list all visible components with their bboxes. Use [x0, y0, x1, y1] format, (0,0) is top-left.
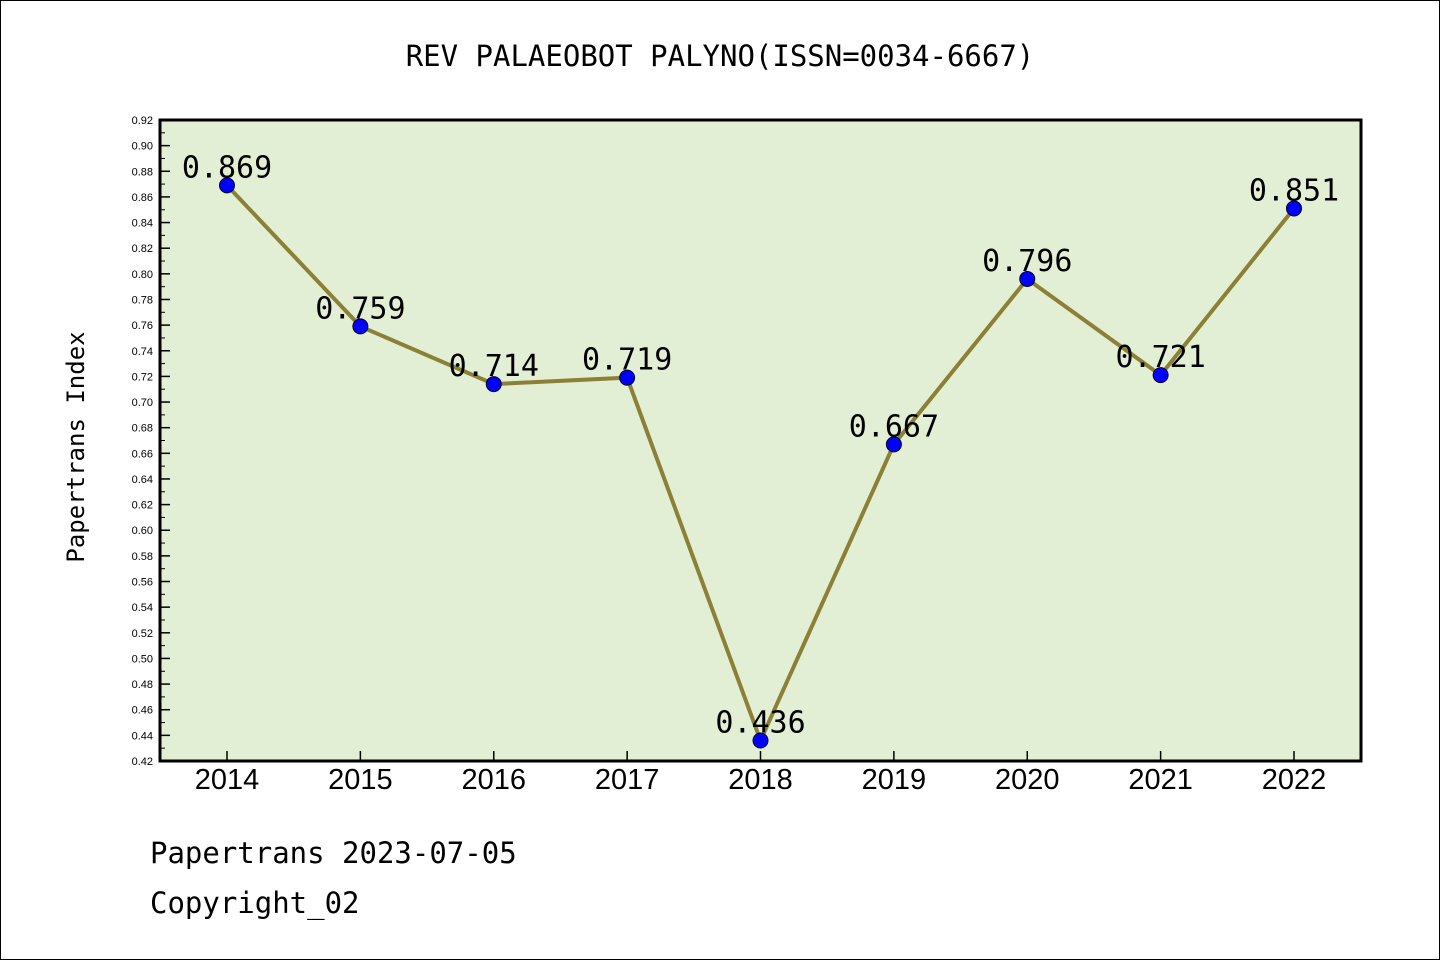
y-tick-label: 0.64: [132, 474, 153, 486]
y-tick-label: 0.62: [132, 500, 153, 512]
y-tick-label: 0.80: [132, 269, 153, 281]
y-axis-ticks: 0.42 0.44 0.46 0.48 0.50 0.52 0.54 0.56 0.58 0.60…: [132, 115, 170, 768]
y-tick-label: 0.82: [132, 243, 153, 255]
data-label: 0.667: [849, 409, 939, 444]
x-tick-label: 2014: [195, 764, 260, 796]
y-tick-label: 0.60: [132, 525, 153, 537]
y-tick-label: 0.70: [132, 397, 153, 409]
y-tick-label: 0.52: [132, 628, 153, 640]
data-point: [1286, 200, 1302, 217]
data-point: [885, 436, 902, 453]
data-point: [1152, 367, 1169, 384]
x-tick-label: 2018: [728, 764, 793, 796]
y-tick-label: 0.66: [132, 448, 153, 460]
y-tick-label: 0.86: [132, 192, 153, 204]
y-tick-label: 0.88: [132, 166, 153, 178]
data-label: 0.759: [315, 291, 405, 326]
data-point: [352, 318, 369, 335]
data-point: [1019, 270, 1036, 287]
data-point: [752, 732, 769, 749]
data-label: 0.721: [1115, 340, 1205, 375]
y-tick-label: 0.74: [132, 346, 153, 358]
x-tick-label: 2020: [995, 764, 1060, 796]
chart-title: REV PALAEOBOT PALYNO(ISSN=0034-6667): [406, 39, 1035, 73]
data-label: 0.436: [715, 705, 805, 740]
y-tick-label: 0.54: [132, 602, 153, 614]
x-tick-label: 2022: [1262, 764, 1327, 796]
x-axis-ticks: 2014 2015 2016 2017 2018 2019 2020 2021 2022: [195, 751, 1327, 796]
data-label: 0.851: [1249, 173, 1339, 208]
data-label: 0.869: [182, 150, 272, 185]
y-tick-label: 0.84: [132, 218, 153, 230]
data-points: [219, 177, 1302, 749]
y-tick-label: 0.58: [132, 551, 153, 563]
x-tick-label: 2015: [328, 764, 393, 796]
data-label: 0.796: [982, 244, 1072, 279]
y-tick-label: 0.90: [132, 141, 153, 153]
data-labels: 0.869 0.759 0.714 0.719 0.436 0.667 0.796 0.721…: [182, 150, 1339, 740]
y-axis-label: Papertrans Index: [62, 331, 90, 562]
y-tick-label: 0.42: [132, 756, 153, 768]
x-tick-label: 2021: [1128, 764, 1193, 796]
footer-copyright-text: Copyright_02: [150, 886, 360, 920]
footer-date-text: Papertrans 2023-07-05: [150, 836, 517, 870]
y-tick-label: 0.78: [132, 294, 153, 306]
y-tick-label: 0.46: [132, 705, 153, 717]
y-tick-label: 0.72: [132, 371, 153, 383]
y-tick-label: 0.76: [132, 320, 153, 332]
y-tick-label: 0.44: [132, 730, 153, 742]
data-label: 0.714: [449, 349, 539, 384]
x-tick-label: 2016: [461, 764, 526, 796]
y-tick-label: 0.50: [132, 653, 153, 665]
y-tick-label: 0.92: [132, 115, 153, 127]
x-tick-label: 2017: [595, 764, 660, 796]
y-tick-label: 0.56: [132, 577, 153, 589]
data-point: [619, 369, 636, 386]
y-tick-label: 0.68: [132, 423, 153, 435]
x-tick-label: 2019: [862, 764, 927, 796]
y-tick-label: 0.48: [132, 679, 153, 691]
data-point: [219, 177, 235, 194]
plot-area: [158, 118, 1363, 763]
data-point: [485, 376, 502, 393]
data-label: 0.719: [582, 343, 672, 378]
